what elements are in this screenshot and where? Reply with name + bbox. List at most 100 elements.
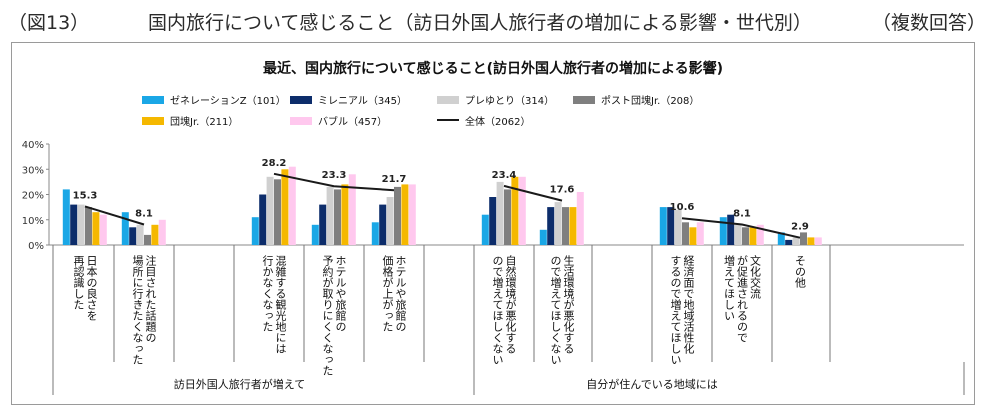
bar — [696, 222, 704, 245]
bar — [719, 217, 727, 245]
category-label: 生活環境が悪化する — [562, 254, 575, 354]
total-line — [84, 205, 145, 226]
bar — [144, 234, 151, 245]
bar — [70, 204, 78, 245]
bar — [334, 189, 341, 245]
bar — [569, 207, 577, 245]
bar — [674, 209, 682, 245]
bar — [85, 207, 92, 245]
y-tick-label: 30% — [22, 165, 44, 176]
bar-chart: 最近、国内旅行について感じること(訪日外国人旅行者の増加による影響) ゼネレーショ… — [22, 60, 965, 395]
bar — [504, 189, 511, 245]
bar — [749, 227, 757, 245]
legend-swatch — [573, 96, 595, 104]
category-label: その他 — [794, 255, 807, 288]
bar — [251, 217, 259, 245]
bar — [136, 224, 144, 245]
bar — [311, 224, 319, 245]
category-label: が促進されるので — [736, 255, 749, 343]
bar — [341, 184, 349, 245]
legend-swatch — [290, 96, 312, 104]
bar — [62, 189, 70, 245]
data-label: 17.6 — [550, 185, 575, 196]
data-label: 10.6 — [670, 202, 695, 213]
category-label: 自然環境が悪化する — [504, 255, 517, 354]
bar — [92, 212, 100, 245]
bar — [274, 179, 281, 245]
category-label: 経済面で地域活性化 — [682, 255, 695, 355]
category-label: 再認識した — [72, 255, 85, 310]
bar — [394, 186, 401, 245]
bar — [408, 184, 416, 245]
bar — [489, 197, 497, 245]
bar — [401, 184, 409, 245]
legend-label: プレゆとり（314） — [465, 95, 554, 107]
category-label: 日本の良さを — [85, 255, 98, 321]
data-label: 23.3 — [322, 170, 347, 181]
data-label: 23.4 — [492, 170, 517, 181]
legend-label: ゼネレーションZ（101） — [170, 95, 286, 107]
bar — [682, 222, 689, 245]
bar — [807, 237, 815, 245]
legend-label: 団塊Jr.（211） — [170, 115, 238, 128]
bar — [667, 207, 675, 245]
bar — [689, 227, 697, 245]
total-line — [273, 172, 395, 192]
bar — [259, 194, 267, 245]
bar — [777, 232, 785, 245]
category-label: するので増えてほしい — [669, 255, 682, 365]
category-label: 注目された話題の — [144, 254, 157, 343]
category-label: 混雑する観光地には — [274, 255, 287, 354]
bar — [800, 232, 807, 245]
bar — [756, 224, 764, 245]
total-line — [681, 217, 801, 239]
bar — [659, 207, 667, 245]
bar — [379, 204, 387, 245]
bar — [386, 197, 394, 245]
bar — [129, 227, 137, 245]
bar — [734, 224, 742, 245]
bar — [562, 207, 569, 245]
legend-label: ミレニアル（345） — [318, 95, 407, 107]
category-label: 価格が上がった — [381, 255, 394, 332]
category-label: ので増えてほしくない — [491, 255, 504, 365]
legend-swatch — [142, 117, 164, 125]
legend-swatch — [290, 117, 312, 125]
answer-note: （複数回答） — [872, 12, 985, 34]
total-line — [503, 184, 563, 202]
figure-heading: （図13） 国内旅行について感じること（訪日外国人旅行者の増加による影響・世代別… — [0, 6, 985, 34]
bar — [288, 166, 296, 245]
bar — [266, 176, 274, 245]
category-label: 場所に行きたくなった — [131, 255, 144, 365]
y-tick-label: 40% — [22, 140, 44, 151]
data-label: 8.1 — [733, 209, 751, 220]
y-tick-label: 20% — [22, 191, 44, 202]
bar — [511, 176, 519, 245]
category-label: 予約が取りにくくなった — [321, 255, 334, 376]
bar — [77, 204, 85, 245]
bar — [481, 214, 489, 245]
data-label: 2.9 — [791, 222, 809, 233]
bar — [151, 224, 159, 245]
data-label: 8.1 — [135, 209, 153, 220]
bar — [281, 169, 289, 246]
bar — [121, 212, 129, 245]
bar — [158, 219, 166, 246]
bar — [539, 229, 547, 245]
bar — [814, 237, 822, 245]
figure-title: 国内旅行について感じること（訪日外国人旅行者の増加による影響・世代別） — [148, 12, 812, 34]
data-label: 28.2 — [262, 158, 287, 169]
data-label: 15.3 — [73, 190, 98, 201]
category-label: ので増えてほしくない — [549, 255, 562, 365]
bar — [99, 214, 107, 245]
legend-swatch — [142, 96, 164, 104]
group-label: 自分が住んでいる地域には — [586, 377, 717, 391]
bar — [326, 186, 334, 245]
legend-label: バブル（457） — [318, 115, 387, 128]
bar — [742, 227, 749, 245]
legend-swatch — [437, 96, 459, 104]
bar — [319, 204, 327, 245]
y-tick-label: 0% — [28, 241, 44, 252]
y-tick-label: 10% — [22, 216, 44, 227]
